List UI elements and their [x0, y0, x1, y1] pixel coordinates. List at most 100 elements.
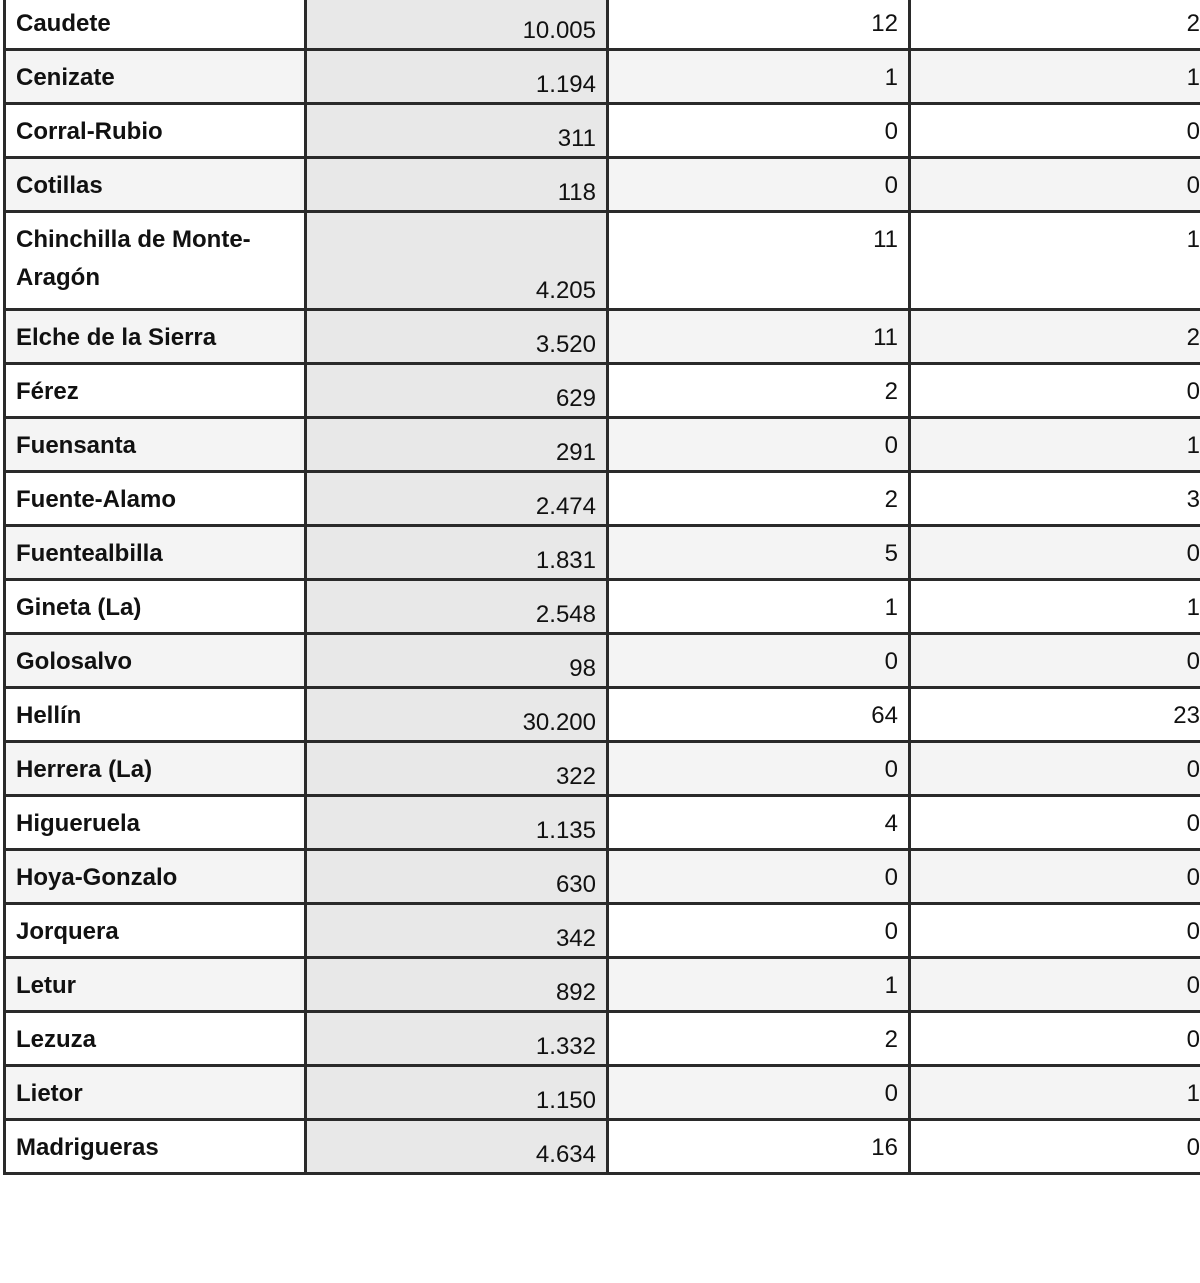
- population-cell: 1.150: [303, 1064, 609, 1121]
- table-row: Elche de la Sierra 3.520 11 2: [3, 308, 1200, 365]
- population-cell: 2.474: [303, 470, 609, 527]
- population-cell: 630: [303, 848, 609, 905]
- population-cell: 1.831: [303, 524, 609, 581]
- population-cell: 342: [303, 902, 609, 959]
- value-cell: 0: [907, 524, 1200, 581]
- table-row: Letur 892 1 0: [3, 956, 1200, 1013]
- value-cell: 1: [907, 416, 1200, 473]
- municipality-name: Fuentealbilla: [3, 524, 307, 581]
- population-cell: 118: [303, 156, 609, 213]
- municipality-table: Caudete 10.005 12 2 Cenizate 1.194 1 1 Corral-Ru…: [3, 0, 1200, 1175]
- population-cell: 3.520: [303, 308, 609, 365]
- value-cell: 0: [605, 156, 911, 213]
- municipality-name: Cenizate: [3, 48, 307, 105]
- municipality-name: Letur: [3, 956, 307, 1013]
- population-cell: 30.200: [303, 686, 609, 743]
- value-cell: 0: [605, 102, 911, 159]
- value-cell: 0: [907, 102, 1200, 159]
- table-row: Corral-Rubio 311 0 0: [3, 102, 1200, 159]
- value-cell: 0: [907, 902, 1200, 959]
- value-cell: 2: [907, 308, 1200, 365]
- population-cell: 1.194: [303, 48, 609, 105]
- value-cell: 0: [907, 156, 1200, 213]
- value-cell: 1: [907, 210, 1200, 311]
- municipality-name: Fuensanta: [3, 416, 307, 473]
- table-row: Chinchilla de Monte-Aragón 4.205 11 1: [3, 210, 1200, 311]
- municipality-name: Fuente-Alamo: [3, 470, 307, 527]
- population-cell: 311: [303, 102, 609, 159]
- value-cell: 0: [605, 848, 911, 905]
- value-cell: 0: [907, 1118, 1200, 1175]
- value-cell: 5: [605, 524, 911, 581]
- value-cell: 2: [605, 1010, 911, 1067]
- municipality-name: Herrera (La): [3, 740, 307, 797]
- table-row: Gineta (La) 2.548 1 1: [3, 578, 1200, 635]
- value-cell: 64: [605, 686, 911, 743]
- population-cell: 892: [303, 956, 609, 1013]
- population-cell: 10.005: [303, 0, 609, 51]
- municipality-name: Férez: [3, 362, 307, 419]
- value-cell: 16: [605, 1118, 911, 1175]
- municipality-name: Cotillas: [3, 156, 307, 213]
- table-row: Caudete 10.005 12 2: [3, 0, 1200, 51]
- table-row: Fuente-Alamo 2.474 2 3: [3, 470, 1200, 527]
- value-cell: 0: [907, 632, 1200, 689]
- municipality-name: Higueruela: [3, 794, 307, 851]
- population-cell: 2.548: [303, 578, 609, 635]
- table-row: Fuensanta 291 0 1: [3, 416, 1200, 473]
- municipality-name: Lietor: [3, 1064, 307, 1121]
- population-cell: 291: [303, 416, 609, 473]
- value-cell: 0: [605, 632, 911, 689]
- municipality-name: Lezuza: [3, 1010, 307, 1067]
- municipality-name: Jorquera: [3, 902, 307, 959]
- table-row: Herrera (La) 322 0 0: [3, 740, 1200, 797]
- value-cell: 11: [605, 308, 911, 365]
- value-cell: 1: [907, 578, 1200, 635]
- value-cell: 0: [907, 956, 1200, 1013]
- table-row: Cenizate 1.194 1 1: [3, 48, 1200, 105]
- value-cell: 0: [907, 362, 1200, 419]
- municipality-name: Corral-Rubio: [3, 102, 307, 159]
- municipality-name: Elche de la Sierra: [3, 308, 307, 365]
- table-row: Madrigueras 4.634 16 0: [3, 1118, 1200, 1175]
- population-cell: 322: [303, 740, 609, 797]
- value-cell: 1: [605, 956, 911, 1013]
- value-cell: 0: [907, 848, 1200, 905]
- population-cell: 629: [303, 362, 609, 419]
- table-row: Hellín 30.200 64 23: [3, 686, 1200, 743]
- value-cell: 0: [907, 1010, 1200, 1067]
- municipality-name: Golosalvo: [3, 632, 307, 689]
- table-row: Fuentealbilla 1.831 5 0: [3, 524, 1200, 581]
- value-cell: 4: [605, 794, 911, 851]
- value-cell: 0: [907, 794, 1200, 851]
- population-cell: 98: [303, 632, 609, 689]
- table-row: Cotillas 118 0 0: [3, 156, 1200, 213]
- population-cell: 1.135: [303, 794, 609, 851]
- value-cell: 1: [907, 48, 1200, 105]
- value-cell: 1: [907, 1064, 1200, 1121]
- value-cell: 11: [605, 210, 911, 311]
- municipality-name: Madrigueras: [3, 1118, 307, 1175]
- municipality-name: Hoya-Gonzalo: [3, 848, 307, 905]
- municipality-name: Gineta (La): [3, 578, 307, 635]
- value-cell: 2: [907, 0, 1200, 51]
- municipality-name: Hellín: [3, 686, 307, 743]
- population-cell: 1.332: [303, 1010, 609, 1067]
- table-row: Golosalvo 98 0 0: [3, 632, 1200, 689]
- value-cell: 2: [605, 470, 911, 527]
- value-cell: 0: [605, 902, 911, 959]
- value-cell: 0: [605, 416, 911, 473]
- population-cell: 4.634: [303, 1118, 609, 1175]
- value-cell: 0: [605, 740, 911, 797]
- value-cell: 0: [907, 740, 1200, 797]
- value-cell: 0: [605, 1064, 911, 1121]
- value-cell: 3: [907, 470, 1200, 527]
- value-cell: 12: [605, 0, 911, 51]
- value-cell: 2: [605, 362, 911, 419]
- table-row: Lezuza 1.332 2 0: [3, 1010, 1200, 1067]
- table-row: Jorquera 342 0 0: [3, 902, 1200, 959]
- municipality-name: Caudete: [3, 0, 307, 51]
- value-cell: 23: [907, 686, 1200, 743]
- value-cell: 1: [605, 578, 911, 635]
- table-row: Lietor 1.150 0 1: [3, 1064, 1200, 1121]
